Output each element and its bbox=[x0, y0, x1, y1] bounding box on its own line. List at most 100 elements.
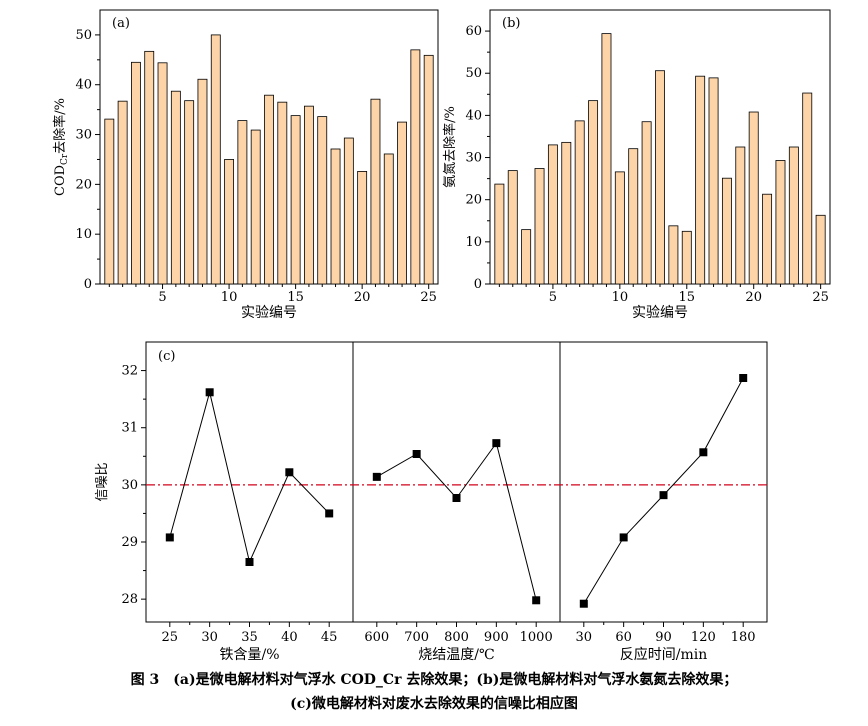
chart-0-bar bbox=[423, 54, 434, 285]
chart-2-xtick-label: 120 bbox=[691, 630, 716, 645]
chart-0-ytick-label: 40 bbox=[75, 78, 92, 93]
chart-0-bar bbox=[184, 100, 195, 285]
chart-2-xtick-label: 700 bbox=[404, 630, 429, 645]
chart-1-xtick-label: 15 bbox=[678, 290, 695, 305]
chart-2-xtick-label: 30 bbox=[576, 630, 593, 645]
chart-0-ytick-label: 0 bbox=[84, 277, 92, 292]
chart-2-series-1-xlabel: 烧结温度/℃ bbox=[418, 647, 494, 663]
chart-1-bar bbox=[668, 225, 679, 285]
chart-2-series-2-line bbox=[583, 377, 744, 604]
chart-1-ytick-label: 60 bbox=[465, 24, 482, 39]
chart-2-ylabel: 信噪比 bbox=[95, 462, 110, 501]
chart-0-xtick-label: 10 bbox=[221, 290, 238, 305]
chart-2-xtick-label: 900 bbox=[484, 630, 509, 645]
chart-2-series-0-line bbox=[169, 392, 330, 564]
chart-1-bar bbox=[762, 193, 773, 285]
chart-1-bar bbox=[614, 171, 625, 285]
chart-2-xtick-label: 800 bbox=[444, 630, 469, 645]
chart-1-xtick-label: 5 bbox=[549, 290, 557, 305]
chart-2-series-2-xlabel: 反应时间/min bbox=[620, 646, 708, 663]
chart-2-xtick-label: 90 bbox=[655, 630, 672, 645]
chart-0-bar bbox=[104, 118, 115, 285]
chart-2-series-0-point bbox=[325, 509, 334, 518]
chart-1-ylabel: 氨氮去除率/% bbox=[442, 106, 458, 188]
chart-0-bar bbox=[197, 78, 208, 285]
chart-2-xtick-label: 30 bbox=[201, 630, 218, 645]
chart-1-bar bbox=[561, 141, 572, 285]
chart-0-bar bbox=[410, 49, 421, 285]
chart-2-xtick-label: 600 bbox=[364, 630, 389, 645]
chart-2-series-1-point bbox=[452, 494, 461, 502]
chart-0-bar bbox=[144, 50, 155, 285]
chart-0-bar bbox=[370, 98, 381, 285]
chart-2-series-1-point bbox=[372, 472, 381, 481]
chart-1-bar bbox=[507, 170, 518, 285]
chart-2-series-2-point bbox=[659, 491, 668, 500]
chart-1-bar bbox=[708, 77, 719, 285]
chart-0-bar bbox=[357, 171, 368, 285]
chart-1-bar bbox=[815, 214, 826, 285]
chart-0-bar bbox=[117, 100, 128, 285]
chart-0-bar bbox=[131, 61, 141, 285]
chart-1-bar bbox=[574, 120, 585, 285]
chart-0-xtick-label: 5 bbox=[158, 290, 166, 305]
chart-2-series-1-line bbox=[376, 441, 537, 601]
caption-line-1: 图 3 (a)是微电解材料对气浮水 COD_Cr 去除效果；(b)是微电解材料对… bbox=[130, 672, 738, 688]
caption-line-2: (c)微电解材料对废水去除效果的信噪比相应图 bbox=[290, 696, 578, 712]
panel-a: 0 10 20 30 40 50 5 10 15 20 25 (a) 实验编号 CODCr去除率/% bbox=[52, 9, 439, 321]
chart-1-bar bbox=[735, 146, 746, 285]
chart-0-xtick-label: 20 bbox=[354, 290, 371, 305]
chart-2-xtick-label: 40 bbox=[281, 630, 298, 645]
chart-1-bar bbox=[628, 148, 639, 285]
chart-2-xtick-label: 25 bbox=[162, 630, 179, 645]
chart-2-series-0-xlabel: 铁含量/% bbox=[219, 647, 279, 663]
chart-2-ytick-label: 31 bbox=[121, 421, 138, 436]
chart-1-bar bbox=[641, 121, 652, 285]
chart-2-xtick-label: 35 bbox=[241, 630, 258, 645]
chart-0-bar bbox=[290, 115, 301, 285]
chart-2-xtick-label: 60 bbox=[615, 630, 632, 645]
chart-1-ytick-label: 50 bbox=[465, 66, 482, 81]
chart-2-xtick-label: 180 bbox=[731, 630, 756, 645]
chart-1-ytick-label: 30 bbox=[465, 151, 482, 166]
chart-0-bar bbox=[343, 137, 354, 285]
chart-2-xtick-label: 45 bbox=[321, 630, 338, 645]
chart-2-series-1-point bbox=[412, 450, 421, 458]
panel-b: 0 10 20 30 40 50 60 5 10 15 20 25 (b) 实验编号 氨氮去除率/% bbox=[442, 9, 831, 321]
chart-2-series-2-point bbox=[619, 533, 628, 542]
chart-2-series-0-point bbox=[285, 468, 294, 477]
chart-2-ytick-label: 28 bbox=[121, 592, 138, 607]
chart-0-ylabel: CODCr去除率/% bbox=[52, 98, 70, 196]
chart-0-xtick-label: 15 bbox=[287, 290, 304, 305]
chart-0-bar bbox=[397, 121, 407, 285]
chart-0-xlabel: 实验编号 bbox=[241, 305, 297, 321]
chart-1-xtick-label: 20 bbox=[745, 290, 762, 305]
chart-1-bar bbox=[494, 183, 505, 285]
chart-2-series-2-point bbox=[699, 448, 708, 457]
chart-1-xtick-label: 25 bbox=[812, 290, 829, 305]
chart-2-series-2-point bbox=[739, 374, 748, 382]
chart-1-ytick-label: 0 bbox=[474, 277, 482, 292]
chart-1-bar bbox=[534, 168, 545, 285]
chart-1-bar bbox=[695, 75, 706, 285]
chart-0-ytick-label: 30 bbox=[75, 128, 92, 143]
chart-2-series-2-point bbox=[579, 599, 588, 608]
chart-0-ytick-label: 50 bbox=[75, 28, 92, 43]
chart-1-bar bbox=[748, 111, 759, 285]
chart-0-panel-label: (a) bbox=[112, 16, 130, 31]
chart-0-xtick-label: 25 bbox=[420, 290, 437, 305]
figure: 0 10 20 30 40 50 5 10 15 20 25 (a) 实验编号 CODCr去除率/% 0 1… bbox=[52, 9, 831, 663]
chart-2-frame bbox=[145, 341, 768, 623]
chart-1-ytick-label: 10 bbox=[465, 235, 482, 250]
figure-caption: 图 3 (a)是微电解材料对气浮水 COD_Cr 去除效果；(b)是微电解材料对… bbox=[0, 668, 868, 716]
chart-1-ytick-label: 40 bbox=[465, 108, 482, 123]
chart-1-bar bbox=[775, 160, 786, 285]
chart-2-panel-label: (c) bbox=[158, 349, 175, 364]
chart-1-bar bbox=[681, 230, 692, 285]
chart-0-bar bbox=[224, 159, 235, 285]
chart-1-bar bbox=[521, 229, 532, 285]
chart-0-bar bbox=[277, 101, 288, 285]
chart-0-bar bbox=[157, 62, 168, 285]
chart-1-bar bbox=[788, 146, 799, 285]
chart-2-series-0-point bbox=[205, 388, 214, 397]
